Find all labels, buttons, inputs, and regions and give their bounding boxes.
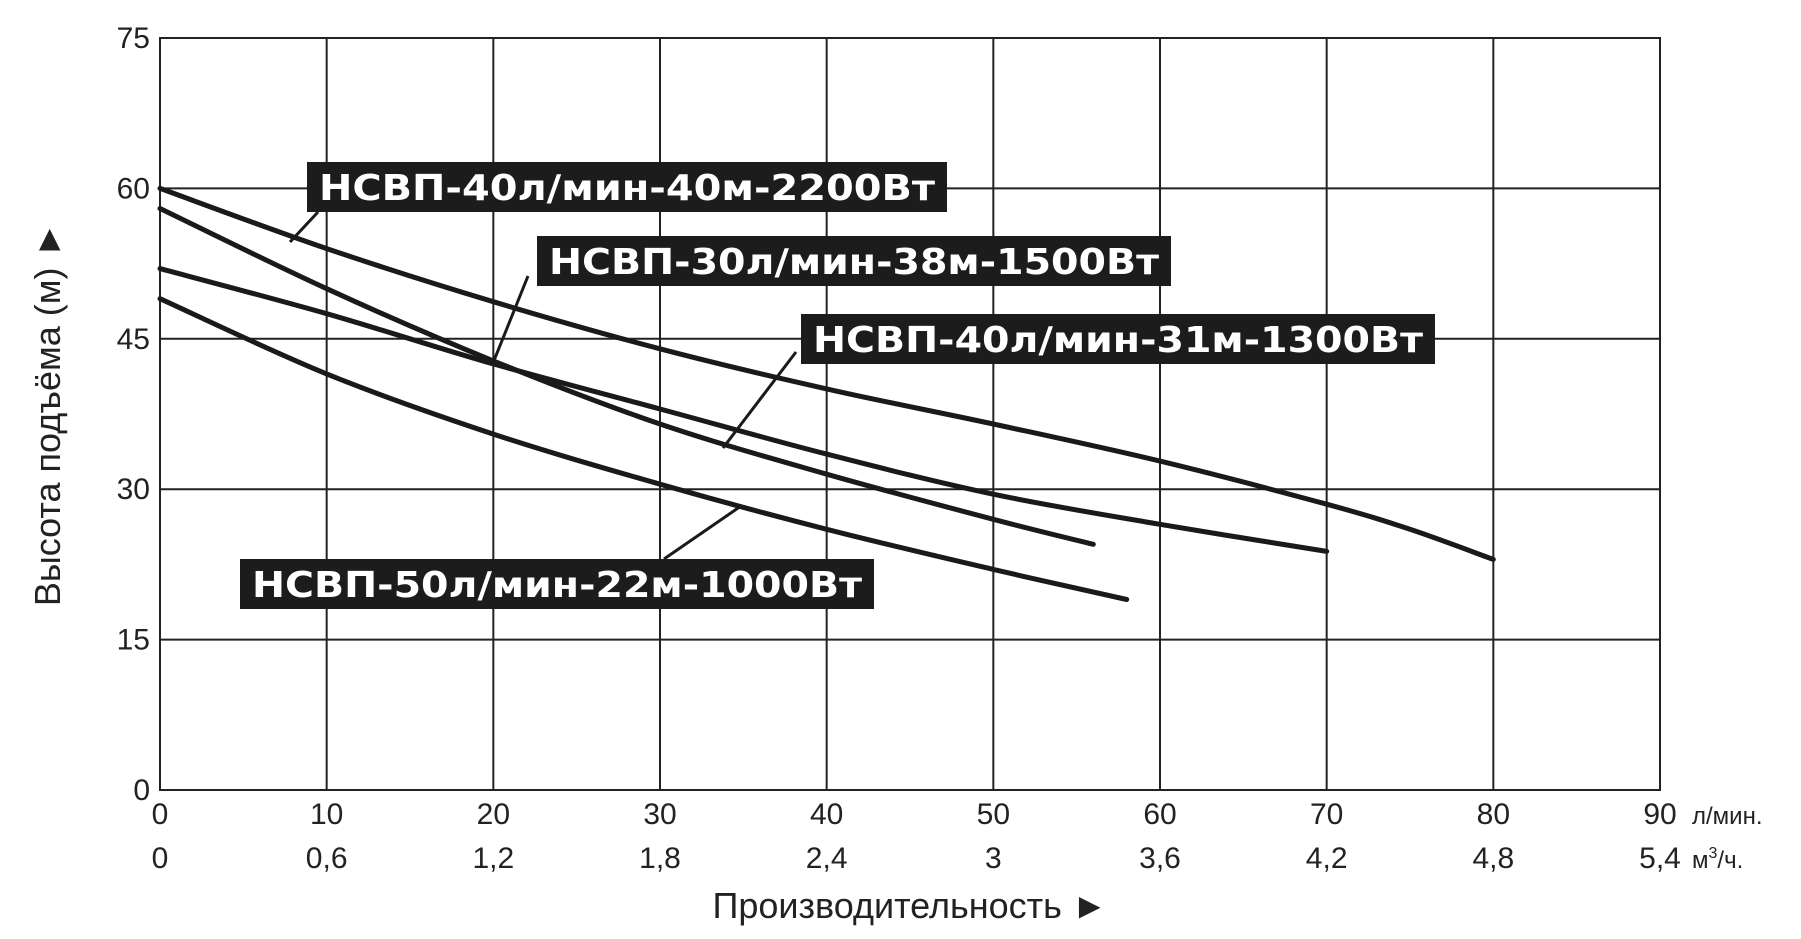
series-line-4	[157, 296, 1130, 602]
x2-tick-label: 4,8	[1472, 842, 1514, 875]
series-label-text: НСВП-40л/мин-31м-1300Вт	[813, 320, 1423, 361]
x-tick-labels: 0 10 20 30 40 50 60 70 80 90	[152, 798, 1677, 831]
series-labels: НСВП-40л/мин-40м-2200Вт НСВП-30л/мин-38м-…	[240, 162, 1435, 609]
label-leader-line	[721, 351, 798, 449]
series-label-text: НСВП-50л/мин-22м-1000Вт	[252, 565, 862, 606]
y-tick-labels: 0 15 30 45 60 75	[117, 22, 150, 807]
x-tick-label: 30	[643, 798, 676, 831]
x-tick-label: 10	[310, 798, 343, 831]
series-label-text: НСВП-30л/мин-38м-1500Вт	[549, 242, 1159, 283]
x2-tick-label: 0,6	[306, 842, 348, 875]
y-tick-label: 75	[117, 22, 150, 55]
series-line-1	[157, 185, 1496, 562]
x-tick-label: 90	[1643, 798, 1676, 831]
x-axis-title: Производительность ►	[712, 885, 1107, 926]
series-label-3: НСВП-40л/мин-31м-1300Вт	[801, 314, 1435, 364]
x2-tick-labels: 0 0,6 1,2 1,8 2,4 3 3,6 4,2 4,8 5,4	[152, 842, 1681, 875]
x2-tick-label: 1,2	[472, 842, 514, 875]
x-tick-label: 40	[810, 798, 843, 831]
x-tick-label: 50	[977, 798, 1010, 831]
series-label-text: НСВП-40л/мин-40м-2200Вт	[319, 168, 935, 209]
y-tick-label: 45	[117, 323, 150, 356]
x-tick-label: 80	[1477, 798, 1510, 831]
plot-frame	[159, 37, 1661, 791]
x-tick-label: 70	[1310, 798, 1343, 831]
x2-unit-label: м3/ч.	[1692, 845, 1743, 874]
series-label-box	[801, 314, 1435, 364]
y-tick-label: 60	[117, 172, 150, 205]
label-leader-line	[288, 210, 320, 244]
series-label-box	[240, 559, 874, 609]
y-axis-title: Высота подъёма (м) ►	[27, 222, 68, 606]
x2-tick-label: 0	[152, 842, 169, 875]
x2-tick-label: 3,6	[1139, 842, 1181, 875]
series-line-2	[157, 206, 1096, 547]
x2-tick-label: 4,2	[1306, 842, 1348, 875]
x2-tick-label: 2,4	[806, 842, 848, 875]
label-leader-line	[491, 275, 530, 364]
grid	[160, 38, 1660, 790]
y-tick-label: 0	[133, 774, 150, 807]
x2-tick-label: 1,8	[639, 842, 681, 875]
x2-tick-label: 3	[985, 842, 1002, 875]
x-unit-label: л/мин.	[1692, 803, 1763, 830]
series-label-2: НСВП-30л/мин-38м-1500Вт	[537, 236, 1171, 286]
y-tick-label: 15	[117, 624, 150, 657]
x2-tick-label: 5,4	[1639, 842, 1681, 875]
y-tick-label: 30	[117, 473, 150, 506]
series-label-box	[307, 162, 947, 212]
series-label-4: НСВП-50л/мин-22м-1000Вт	[240, 559, 874, 609]
x-tick-label: 60	[1143, 798, 1176, 831]
label-leader-line	[663, 504, 742, 561]
x-tick-label: 0	[152, 798, 169, 831]
series-label-1: НСВП-40л/мин-40м-2200Вт	[307, 162, 947, 212]
x-tick-label: 20	[477, 798, 510, 831]
label-leaders	[288, 210, 798, 561]
series-label-box	[537, 236, 1171, 286]
